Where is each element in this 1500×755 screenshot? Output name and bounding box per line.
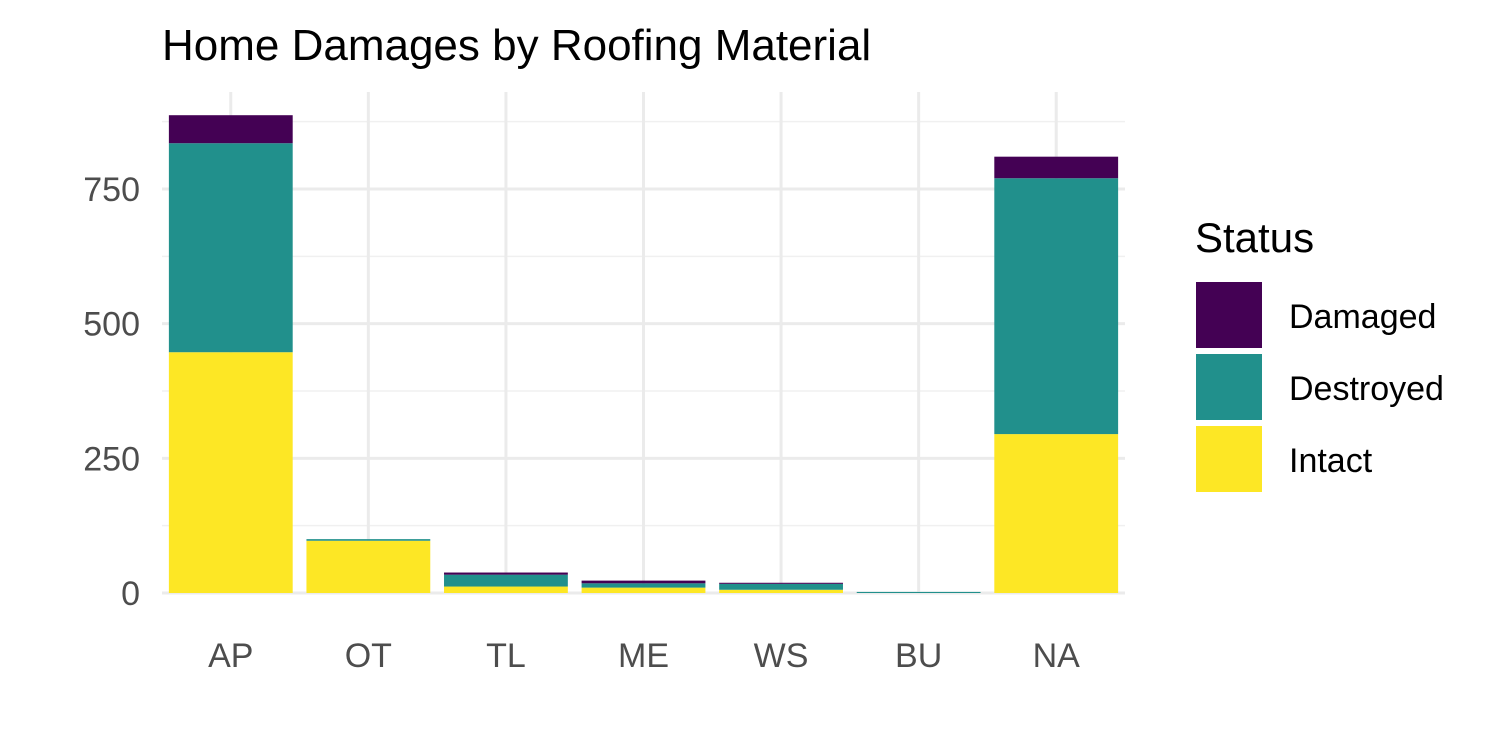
- bar-stack-tl: [444, 572, 568, 593]
- bar-me-destroyed: [581, 583, 706, 588]
- bar-stack-bu: [856, 591, 981, 593]
- legend-swatch: [1196, 426, 1262, 492]
- x-axis: AP OT TL ME WS BU NA: [208, 637, 1080, 675]
- x-tick-label: NA: [1033, 637, 1081, 675]
- x-tick-label: AP: [208, 637, 253, 675]
- x-tick-label: ME: [618, 637, 669, 675]
- bar-me-intact: [581, 587, 706, 593]
- x-tick-label: TL: [486, 637, 526, 675]
- bar-tl-destroyed: [444, 574, 568, 587]
- bar-ws-destroyed: [719, 583, 843, 590]
- bar-ap-damaged: [168, 115, 293, 144]
- bar-tl-intact: [444, 586, 568, 593]
- legend-label: Destroyed: [1289, 370, 1444, 408]
- y-tick-label: 750: [83, 171, 140, 209]
- bar-bu-destroyed: [856, 591, 981, 593]
- legend-swatch: [1196, 354, 1262, 420]
- bar-ot-destroyed: [306, 539, 431, 541]
- bar-tl-damaged: [444, 572, 568, 575]
- grid: [162, 92, 1125, 595]
- chart-title: Home Damages by Roofing Material: [162, 21, 871, 70]
- bar-stack-ws: [719, 582, 843, 593]
- bar-na-destroyed: [994, 178, 1119, 435]
- bars: [168, 115, 1119, 593]
- y-tick-label: 0: [121, 575, 140, 613]
- bar-stack-me: [581, 580, 706, 593]
- legend-label: Damaged: [1289, 298, 1436, 336]
- x-tick-label: OT: [345, 637, 392, 675]
- y-tick-label: 500: [83, 306, 140, 344]
- legend-swatch: [1196, 282, 1262, 348]
- y-tick-label: 250: [83, 440, 140, 478]
- legend-label: Intact: [1289, 442, 1373, 480]
- bar-ot-intact: [306, 540, 431, 593]
- bar-stack-ot: [306, 539, 431, 593]
- x-tick-label: WS: [754, 637, 809, 675]
- bar-stack-ap: [168, 115, 293, 593]
- legend-title: Status: [1195, 214, 1314, 261]
- bar-me-damaged: [581, 580, 706, 584]
- legend-item-intact: Intact: [1196, 426, 1373, 492]
- x-tick-label: BU: [895, 637, 942, 675]
- bar-na-damaged: [994, 156, 1119, 179]
- y-axis: 0 250 500 750: [83, 171, 140, 613]
- bar-stack-na: [994, 156, 1119, 593]
- legend-item-damaged: Damaged: [1196, 282, 1436, 348]
- bar-na-intact: [994, 434, 1119, 593]
- bar-ap-destroyed: [168, 143, 293, 353]
- bar-ws-damaged: [719, 582, 843, 584]
- legend: Status Damaged Destroyed Intact: [1195, 214, 1444, 492]
- bar-ap-intact: [168, 352, 293, 593]
- legend-item-destroyed: Destroyed: [1196, 354, 1444, 420]
- bar-ws-intact: [719, 589, 843, 593]
